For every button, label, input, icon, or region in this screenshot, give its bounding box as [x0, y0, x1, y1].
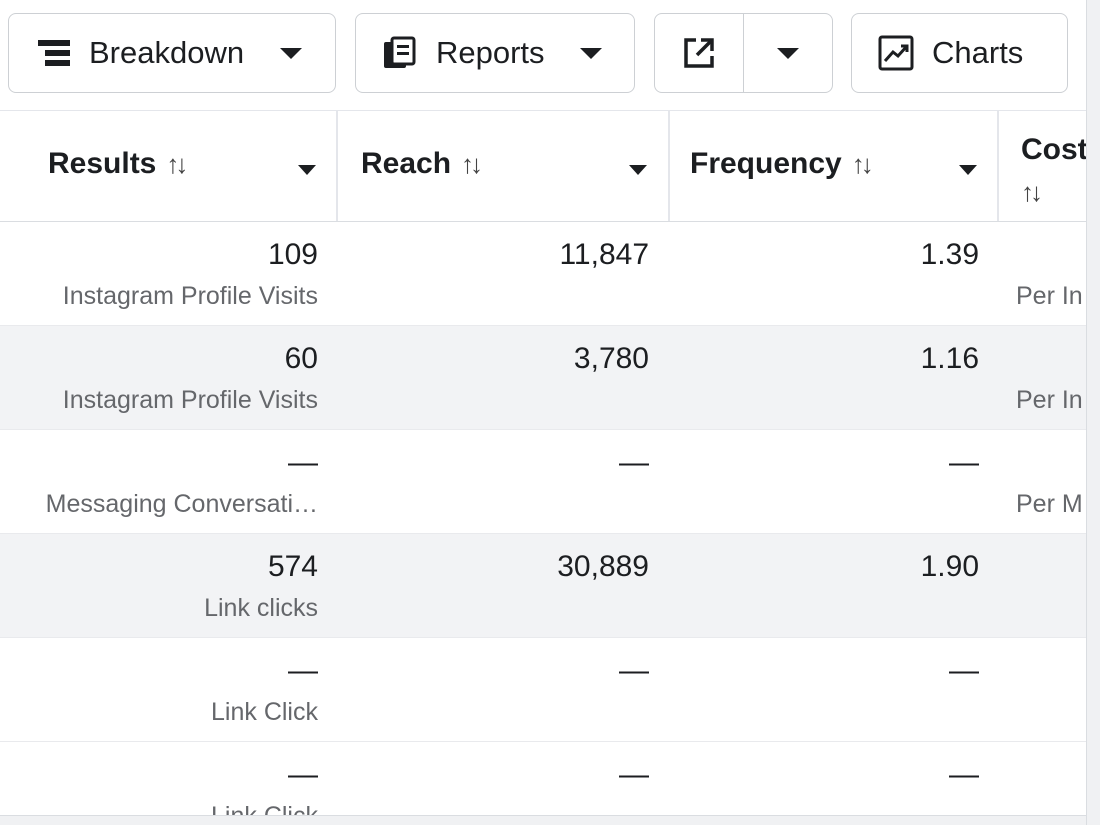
chevron-down-icon[interactable]	[959, 165, 977, 175]
breakdown-button[interactable]: Breakdown	[8, 13, 336, 93]
reach-value: —	[619, 446, 649, 479]
reports-icon	[382, 36, 418, 70]
breakdown-icon	[37, 38, 71, 68]
table-row[interactable]: — Messaging Conversati… — — Per M	[0, 430, 1086, 534]
frequency-value: —	[949, 654, 979, 687]
table-row[interactable]: 60 Instagram Profile Visits 3,780 1.16 P…	[0, 326, 1086, 430]
chevron-down-icon	[280, 48, 302, 59]
results-type: Instagram Profile Visits	[62, 282, 318, 310]
frequency-value: 1.16	[920, 342, 979, 375]
horizontal-scrollbar[interactable]	[0, 815, 1086, 825]
chevron-down-icon	[580, 48, 602, 59]
sort-icon[interactable]: ↑↓	[851, 149, 874, 179]
toolbar: Breakdown Reports Charts	[0, 0, 1086, 108]
column-title: Cost	[1021, 133, 1086, 166]
charts-button[interactable]: Charts	[851, 13, 1068, 93]
frequency-value: —	[949, 446, 979, 479]
results-value: 574	[267, 550, 318, 583]
export-button[interactable]	[655, 14, 744, 92]
export-split-button[interactable]	[654, 13, 833, 93]
column-title: Frequency	[690, 147, 842, 180]
frequency-value: —	[949, 758, 979, 791]
reach-value: 11,847	[559, 238, 649, 271]
chevron-down-icon[interactable]	[629, 165, 647, 175]
cost-type: Per In	[1016, 282, 1083, 310]
chevron-down-icon[interactable]	[298, 165, 316, 175]
column-header-cost[interactable]: Cost ↑↓	[999, 111, 1086, 221]
export-icon	[682, 36, 716, 70]
charts-icon	[878, 35, 914, 71]
reach-value: —	[619, 758, 649, 791]
column-title: Reach	[361, 147, 452, 180]
reports-button[interactable]: Reports	[355, 13, 635, 93]
export-dropdown-button[interactable]	[744, 14, 832, 92]
table-row[interactable]: — Link Click — —	[0, 638, 1086, 742]
frequency-value: 1.39	[920, 238, 979, 271]
reach-value: 3,780	[573, 342, 649, 375]
frequency-value: 1.90	[920, 550, 979, 583]
column-header-results[interactable]: Results ↑↓	[0, 111, 336, 221]
sort-icon[interactable]: ↑↓	[461, 149, 483, 179]
table-row[interactable]: — Link Click — —	[0, 742, 1086, 820]
sort-icon[interactable]: ↑↓	[1021, 177, 1043, 207]
results-type: Instagram Profile Visits	[62, 386, 318, 414]
table-row[interactable]: 574 Link clicks 30,889 1.90	[0, 534, 1086, 638]
results-value: 60	[284, 342, 318, 375]
results-type: Link Click	[211, 698, 318, 726]
table-header: Results ↑↓ Reach ↑↓ Frequency ↑↓ Cost ↑↓	[0, 110, 1086, 222]
breakdown-label: Breakdown	[89, 35, 245, 70]
chevron-down-icon	[777, 47, 799, 59]
sort-icon[interactable]: ↑↓	[166, 149, 188, 179]
column-header-reach[interactable]: Reach ↑↓	[338, 111, 668, 221]
results-value: 109	[267, 238, 318, 271]
results-type: Link clicks	[204, 594, 318, 622]
results-type: Messaging Conversati…	[45, 490, 318, 518]
column-title: Results	[48, 147, 157, 180]
reach-value: 30,889	[557, 550, 649, 583]
cost-type: Per M	[1016, 490, 1083, 518]
vertical-scrollbar[interactable]	[1086, 0, 1100, 825]
reach-value: —	[619, 654, 649, 687]
reports-label: Reports	[436, 35, 545, 70]
column-header-frequency[interactable]: Frequency ↑↓	[670, 111, 997, 221]
data-table: Results ↑↓ Reach ↑↓ Frequency ↑↓ Cost ↑↓ 10…	[0, 110, 1086, 820]
table-row[interactable]: 109 Instagram Profile Visits 11,847 1.39…	[0, 222, 1086, 326]
cost-type: Per In	[1016, 386, 1083, 414]
results-value: —	[288, 758, 318, 791]
results-value: —	[288, 446, 318, 479]
charts-label: Charts	[932, 35, 1024, 70]
results-value: —	[288, 654, 318, 687]
